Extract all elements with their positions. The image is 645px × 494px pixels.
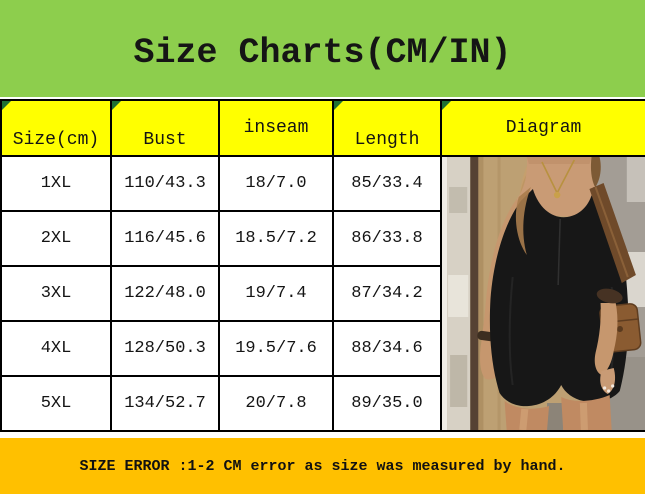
cell-inseam: 19/7.4 bbox=[218, 265, 334, 322]
hand bbox=[600, 368, 616, 394]
cell-bust: 116/45.6 bbox=[110, 210, 220, 267]
footer-note: SIZE ERROR :1-2 CM error as size was mea… bbox=[0, 438, 645, 494]
column-header-diagram: Diagram bbox=[440, 99, 645, 157]
table-row: 3XL 122/48.0 19/7.4 87/34.2 bbox=[0, 265, 645, 322]
cell-bust: 122/48.0 bbox=[110, 265, 220, 322]
cell-length: 86/33.8 bbox=[332, 210, 442, 267]
cell-bust: 134/52.7 bbox=[110, 375, 220, 432]
cell-size: 2XL bbox=[0, 210, 112, 267]
cell-corner-flag-icon bbox=[443, 102, 451, 110]
size-error-text: SIZE ERROR :1-2 CM error as size was mea… bbox=[79, 457, 566, 475]
diagram-photo-cell bbox=[440, 155, 645, 432]
model-photo bbox=[443, 158, 644, 429]
page-title: Size Charts(CM/IN) bbox=[133, 32, 512, 73]
cell-inseam: 19.5/7.6 bbox=[218, 320, 334, 377]
banner: Size Charts(CM/IN) bbox=[0, 0, 645, 97]
model-photo-illustration bbox=[443, 158, 644, 429]
bag-strap bbox=[589, 183, 636, 283]
cell-bust: 128/50.3 bbox=[110, 320, 220, 377]
header-row: Size(cm) Bust inseam Length Diagram bbox=[0, 99, 645, 157]
column-header-bust: Bust bbox=[110, 99, 220, 157]
hair-strand bbox=[515, 187, 531, 255]
cell-size: 5XL bbox=[0, 375, 112, 432]
cell-corner-flag-icon bbox=[113, 102, 121, 110]
cell-corner-flag-icon bbox=[3, 102, 11, 110]
bead-bracelet bbox=[596, 288, 623, 304]
cell-length: 88/34.6 bbox=[332, 320, 442, 377]
table-row: 4XL 128/50.3 19.5/7.6 88/34.6 bbox=[0, 320, 645, 377]
legs bbox=[504, 395, 612, 429]
cell-bust: 110/43.3 bbox=[110, 155, 220, 212]
cell-size: 4XL bbox=[0, 320, 112, 377]
table-row: 5XL 134/52.7 20/7.8 89/35.0 bbox=[0, 375, 645, 432]
cell-length: 87/34.2 bbox=[332, 265, 442, 322]
cell-length: 85/33.4 bbox=[332, 155, 442, 212]
column-header-size: Size(cm) bbox=[0, 99, 112, 157]
table-row: 2XL 116/45.6 18.5/7.2 86/33.8 bbox=[0, 210, 645, 267]
table-row: 1XL 110/43.3 18/7.0 85/33.4 bbox=[0, 155, 645, 432]
cell-corner-flag-icon bbox=[335, 102, 343, 110]
cell-size: 3XL bbox=[0, 265, 112, 322]
column-header-length: Length bbox=[332, 99, 442, 157]
cell-inseam: 20/7.8 bbox=[218, 375, 334, 432]
necklace bbox=[541, 159, 576, 199]
cell-inseam: 18.5/7.2 bbox=[218, 210, 334, 267]
cell-size: 1XL bbox=[0, 155, 112, 212]
column-header-inseam: inseam bbox=[218, 99, 334, 157]
size-table: Size(cm) Bust inseam Length Diagram bbox=[0, 99, 645, 432]
cell-length: 89/35.0 bbox=[332, 375, 442, 432]
cell-inseam: 18/7.0 bbox=[218, 155, 334, 212]
